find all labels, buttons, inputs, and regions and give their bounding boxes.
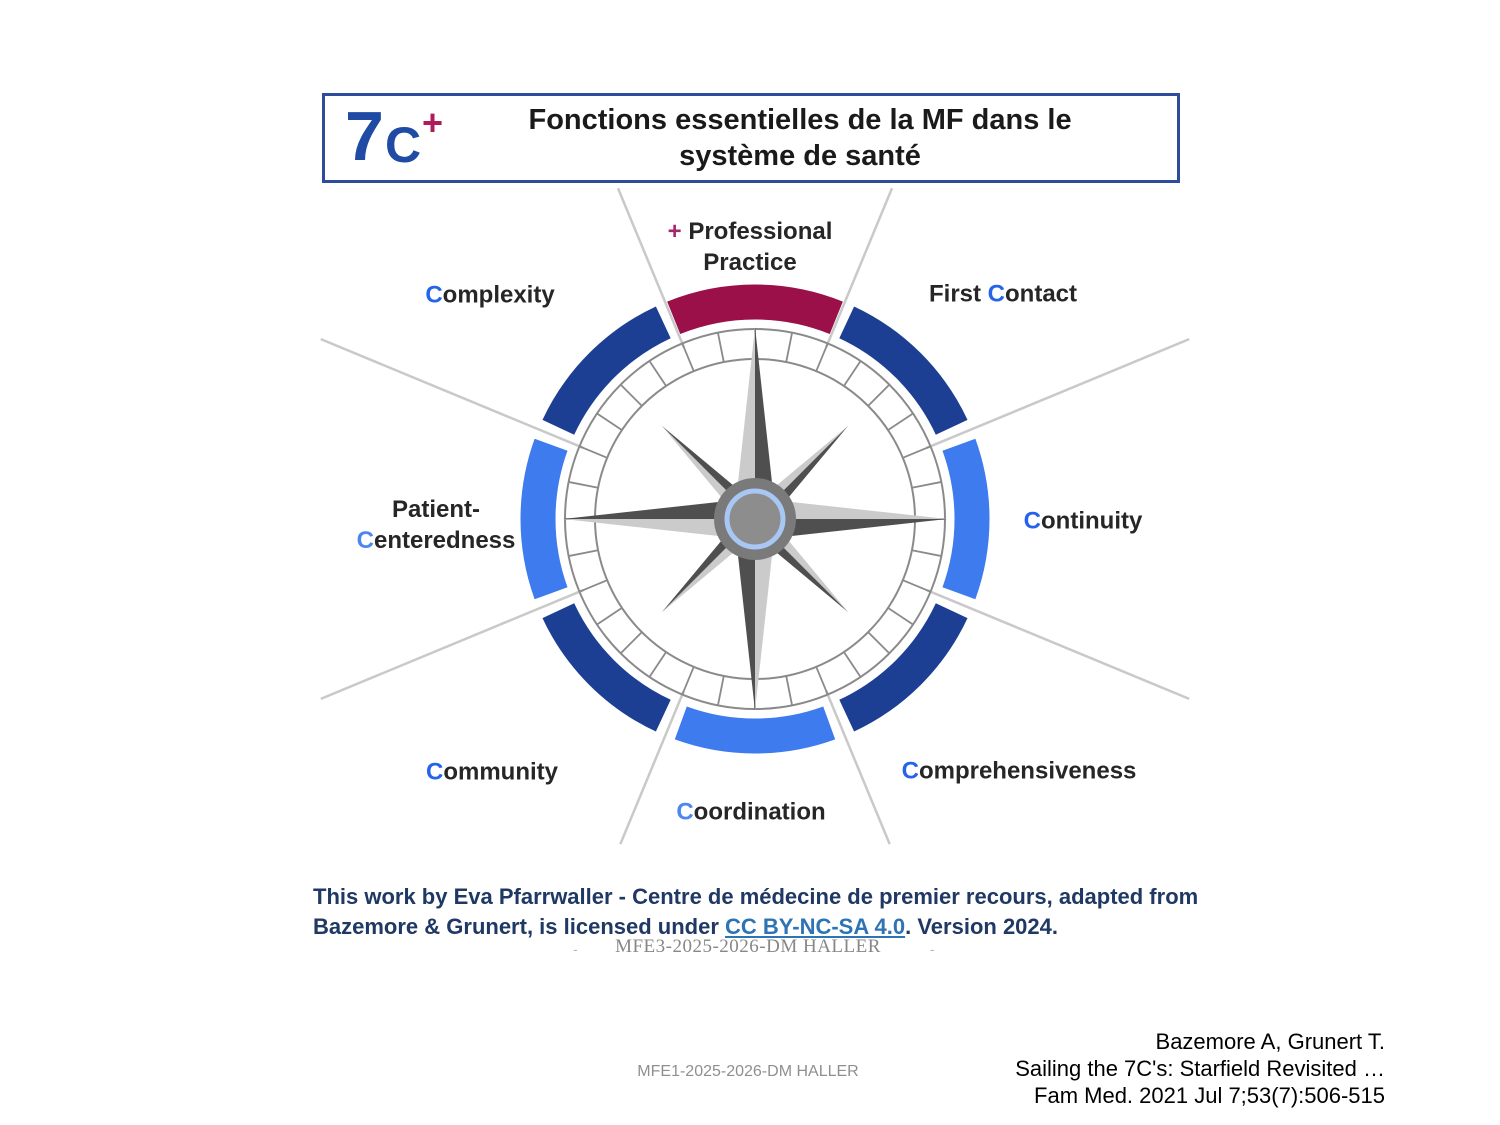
cc-by-nc-sa-link[interactable]: CC BY-NC-SA 4.0 bbox=[725, 914, 906, 939]
rose-point-dark-half bbox=[734, 519, 755, 711]
sector-divider-line bbox=[320, 337, 584, 449]
dial-tick bbox=[902, 445, 931, 459]
ring-segment-6 bbox=[542, 603, 671, 732]
label-professional-practice: + Professional Practice bbox=[667, 218, 833, 276]
label-first-contact: First Contact bbox=[928, 280, 1078, 308]
slide-title: Fonctions essentielles de la MF dans le … bbox=[453, 102, 1177, 174]
ring-segment-3 bbox=[942, 438, 990, 600]
dial-tick bbox=[568, 549, 599, 557]
dial-tick bbox=[887, 412, 914, 431]
label-continuity: Continuity bbox=[1023, 507, 1143, 535]
dial-tick bbox=[648, 360, 667, 387]
ring-segment-1 bbox=[667, 284, 843, 335]
dial-tick bbox=[843, 360, 862, 387]
sector-divider-line bbox=[926, 589, 1190, 701]
plus-icon: + bbox=[667, 218, 682, 245]
slide-title-line2: système de santé bbox=[679, 140, 921, 172]
stray-dash: - bbox=[573, 941, 578, 957]
sector-divider-line bbox=[616, 187, 685, 348]
label-comprehensiveness: Comprehensiveness bbox=[901, 757, 1137, 785]
label-complexity: Complexity bbox=[425, 281, 555, 309]
rose-point-light-half bbox=[563, 519, 755, 540]
sector-divider-line bbox=[926, 337, 1190, 449]
dial-tick bbox=[579, 579, 608, 593]
dial-tick bbox=[911, 549, 942, 557]
dial-tick bbox=[815, 343, 829, 372]
license-line2: Bazemore & Grunert, is licensed under CC… bbox=[313, 914, 1058, 939]
citation-line1: Bazemore A, Grunert T. bbox=[1155, 1029, 1385, 1054]
dial-tick bbox=[681, 343, 695, 372]
stray-dash: - bbox=[930, 941, 935, 957]
citation-line2: Sailing the 7C's: Starfield Revisited … bbox=[1015, 1056, 1385, 1081]
rose-point-dark-half bbox=[563, 498, 755, 519]
rose-point-dark-half bbox=[755, 327, 776, 519]
dial-tick bbox=[902, 579, 931, 593]
dial-tick bbox=[843, 651, 862, 678]
dial-tick bbox=[717, 332, 725, 363]
dial-tick bbox=[717, 675, 725, 706]
ring-segment-2 bbox=[839, 306, 968, 435]
license-line1: This work by Eva Pfarrwaller - Centre de… bbox=[313, 884, 1199, 909]
sector-divider-line bbox=[619, 690, 685, 845]
dial-tick bbox=[785, 675, 793, 706]
rose-point-light-half bbox=[755, 519, 776, 711]
label-patient-centeredness: Patient- Centeredness bbox=[356, 496, 516, 554]
label-community: Community bbox=[425, 758, 559, 786]
logo-c: C bbox=[384, 116, 422, 173]
ring-segment-8 bbox=[542, 306, 671, 435]
sector-divider-line bbox=[825, 690, 891, 845]
dial-tick bbox=[911, 481, 942, 489]
dial-tick bbox=[596, 607, 623, 626]
citation: Bazemore A, Grunert T. Sailing the 7C's:… bbox=[1015, 1028, 1385, 1109]
dial-tick bbox=[867, 631, 890, 654]
sector-divider-line bbox=[320, 589, 584, 701]
rose-point-light-half bbox=[755, 498, 947, 519]
dial-tick bbox=[568, 481, 599, 489]
slide-title-line1: Fonctions essentielles de la MF dans le bbox=[528, 104, 1072, 136]
ring-segment-5 bbox=[674, 706, 836, 754]
rose-hub-ring bbox=[724, 488, 786, 550]
dial-tick bbox=[785, 332, 793, 363]
dial-tick bbox=[648, 651, 667, 678]
seven-c-plus-logo: 7 C + bbox=[325, 97, 453, 176]
ring-segment-7 bbox=[520, 438, 568, 600]
watermark-mfe3: MFE3-2025-2026-DM HALLER bbox=[615, 936, 881, 957]
citation-line3: Fam Med. 2021 Jul 7;53(7):506-515 bbox=[1034, 1083, 1385, 1108]
watermark-mfe1: MFE1-2025-2026-DM HALLER bbox=[637, 1063, 859, 1080]
dial-tick bbox=[620, 384, 643, 407]
dial-tick bbox=[681, 666, 695, 695]
dial-tick bbox=[867, 384, 890, 407]
logo-plus-icon: + bbox=[422, 102, 444, 143]
title-box: 7 C + Fonctions essentielles de la MF da… bbox=[322, 93, 1180, 183]
dial-tick bbox=[579, 445, 608, 459]
dial-tick bbox=[596, 412, 623, 431]
sector-divider-line bbox=[825, 187, 894, 348]
ring-segment-4 bbox=[839, 603, 968, 732]
dial-tick bbox=[620, 631, 643, 654]
dial-tick bbox=[887, 607, 914, 626]
rose-point-dark-half bbox=[755, 519, 947, 540]
rose-point-light-half bbox=[734, 327, 755, 519]
dial-tick bbox=[815, 666, 829, 695]
label-coordination: Coordination bbox=[676, 798, 826, 826]
license-text: This work by Eva Pfarrwaller - Centre de… bbox=[313, 882, 1198, 942]
logo-seven: 7 bbox=[345, 97, 384, 176]
